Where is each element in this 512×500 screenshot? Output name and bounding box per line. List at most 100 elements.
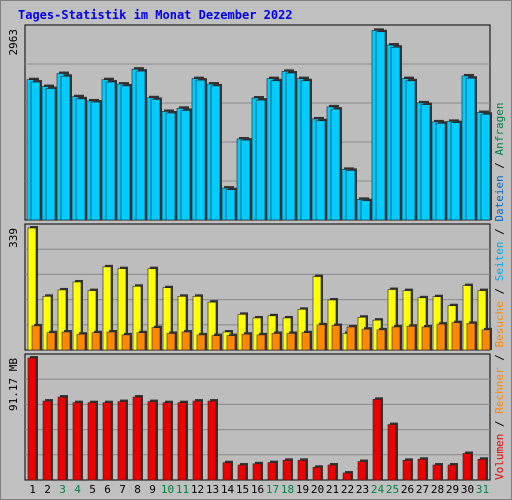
bar-volumen-day-10 xyxy=(162,400,173,481)
bar xyxy=(345,170,356,221)
panel-3: 91.17 MB xyxy=(7,353,491,481)
bar-dateien-day-12 xyxy=(195,78,207,221)
bar xyxy=(46,332,56,351)
bar xyxy=(331,325,341,351)
legend-item: Rechner xyxy=(493,367,506,414)
bar-besuche-day-22 xyxy=(346,324,357,351)
bar-dateien-day-2 xyxy=(45,86,57,221)
bar xyxy=(31,325,41,351)
bar-volumen-day-15 xyxy=(237,463,248,481)
bar xyxy=(271,333,281,351)
bar-dateien-day-9 xyxy=(150,97,162,221)
y-max-label: 2963 xyxy=(7,29,20,56)
bar xyxy=(72,402,82,481)
bar xyxy=(30,81,41,221)
bar-volumen-day-22 xyxy=(342,471,353,481)
bar xyxy=(270,80,281,221)
bar xyxy=(222,462,232,481)
bar xyxy=(297,460,307,481)
bar-besuche-day-16 xyxy=(256,332,267,351)
bar xyxy=(267,462,277,481)
bar-besuche-day-30 xyxy=(466,321,477,351)
x-tick-label: 24 xyxy=(371,483,385,496)
bar xyxy=(375,31,386,221)
bar-dateien-day-18 xyxy=(285,71,297,221)
bar xyxy=(181,331,191,351)
bar-volumen-day-30 xyxy=(462,451,473,481)
bar xyxy=(481,329,491,351)
bar xyxy=(210,85,221,221)
bar xyxy=(420,104,431,221)
bar xyxy=(316,324,326,351)
bar-besuche-day-5 xyxy=(91,330,102,351)
bar xyxy=(117,401,127,481)
bar-volumen-day-17 xyxy=(267,460,278,481)
bar xyxy=(360,200,371,221)
bar xyxy=(450,122,461,221)
bar xyxy=(87,402,97,481)
bar xyxy=(76,333,86,351)
bar-dateien-day-28 xyxy=(435,121,447,221)
x-tick-label: 17 xyxy=(266,483,279,496)
x-tick-label: 13 xyxy=(206,483,219,496)
bar xyxy=(75,98,86,221)
bar-volumen-day-9 xyxy=(147,399,158,481)
bar-volumen-day-31 xyxy=(477,457,488,481)
bar xyxy=(27,357,37,481)
bar xyxy=(432,464,442,481)
bar-dateien-day-5 xyxy=(90,100,102,221)
bar xyxy=(312,466,322,481)
bar-dateien-day-23 xyxy=(360,198,372,221)
bar xyxy=(196,334,206,351)
legend-item: Besuche xyxy=(493,301,506,347)
bar-dateien-day-19 xyxy=(300,78,312,221)
legend-text: Volumen / Rechner / Besuche / Seiten / D… xyxy=(493,102,506,480)
x-tick-label: 25 xyxy=(386,483,399,496)
bar xyxy=(136,332,146,351)
bar xyxy=(361,328,371,351)
bar xyxy=(405,80,416,221)
bar xyxy=(106,331,116,351)
bar xyxy=(447,464,457,481)
bar-besuche-day-7 xyxy=(121,332,132,351)
bar-besuche-day-21 xyxy=(331,323,342,351)
bar-volumen-day-7 xyxy=(117,399,128,481)
bar-volumen-day-20 xyxy=(312,465,323,481)
bar-volumen-day-23 xyxy=(357,459,368,481)
x-tick-label: 21 xyxy=(326,483,339,496)
bar xyxy=(252,463,262,481)
bar-dateien-day-10 xyxy=(165,110,177,221)
bar-besuche-day-11 xyxy=(181,330,192,351)
bar-besuche-day-31 xyxy=(481,327,492,351)
bar xyxy=(421,326,431,351)
bar-besuche-day-24 xyxy=(376,327,387,351)
x-tick-label: 1 xyxy=(29,483,36,496)
bar-dateien-day-16 xyxy=(255,98,267,221)
bar xyxy=(45,88,56,221)
bar-dateien-day-27 xyxy=(420,102,432,221)
x-tick-label: 2 xyxy=(44,483,51,496)
bar-besuche-day-25 xyxy=(391,324,402,351)
bar xyxy=(255,99,266,221)
bar xyxy=(120,85,131,221)
bar xyxy=(132,396,142,481)
bar xyxy=(105,81,116,221)
bar xyxy=(390,46,401,221)
bar xyxy=(240,139,251,221)
x-tick-label: 14 xyxy=(221,483,235,496)
bar-besuche-day-26 xyxy=(406,324,417,351)
bar-besuche-day-13 xyxy=(211,333,222,351)
bar xyxy=(466,323,476,351)
bar-volumen-day-26 xyxy=(402,458,413,481)
bar-besuche-day-18 xyxy=(286,331,297,351)
bar-dateien-day-15 xyxy=(240,138,252,221)
bar xyxy=(330,108,341,221)
bar-volumen-day-8 xyxy=(132,395,143,481)
bar xyxy=(372,399,382,481)
bar xyxy=(256,334,266,351)
bar-volumen-day-4 xyxy=(72,400,83,481)
bar-besuche-day-20 xyxy=(316,322,327,351)
bar xyxy=(465,77,476,221)
x-tick-label: 6 xyxy=(104,483,111,496)
bar xyxy=(387,424,397,481)
